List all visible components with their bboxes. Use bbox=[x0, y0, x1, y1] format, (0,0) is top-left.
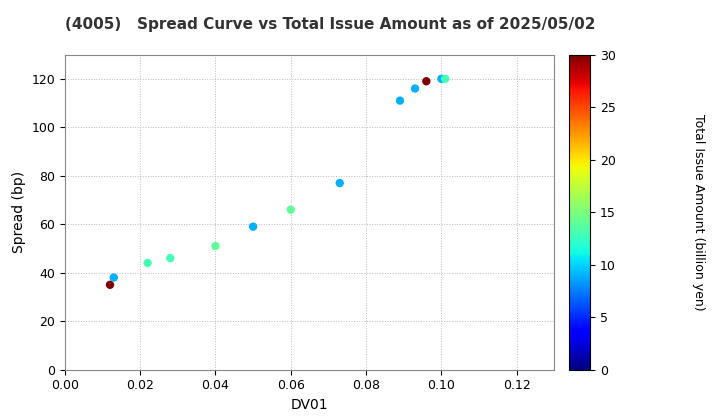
Point bbox=[334, 180, 346, 186]
X-axis label: DV01: DV01 bbox=[291, 398, 328, 412]
Point bbox=[420, 78, 432, 84]
Point bbox=[108, 274, 120, 281]
Point bbox=[285, 206, 297, 213]
Point bbox=[104, 281, 116, 288]
Y-axis label: Spread (bp): Spread (bp) bbox=[12, 171, 26, 253]
Y-axis label: Total Issue Amount (billion yen): Total Issue Amount (billion yen) bbox=[693, 114, 706, 310]
Point bbox=[210, 243, 221, 249]
Point bbox=[164, 255, 176, 262]
Point bbox=[142, 260, 153, 266]
Point bbox=[395, 97, 406, 104]
Point bbox=[409, 85, 420, 92]
Point bbox=[248, 223, 259, 230]
Point bbox=[439, 76, 451, 82]
Text: (4005)   Spread Curve vs Total Issue Amount as of 2025/05/02: (4005) Spread Curve vs Total Issue Amoun… bbox=[65, 17, 595, 32]
Point bbox=[436, 76, 447, 82]
